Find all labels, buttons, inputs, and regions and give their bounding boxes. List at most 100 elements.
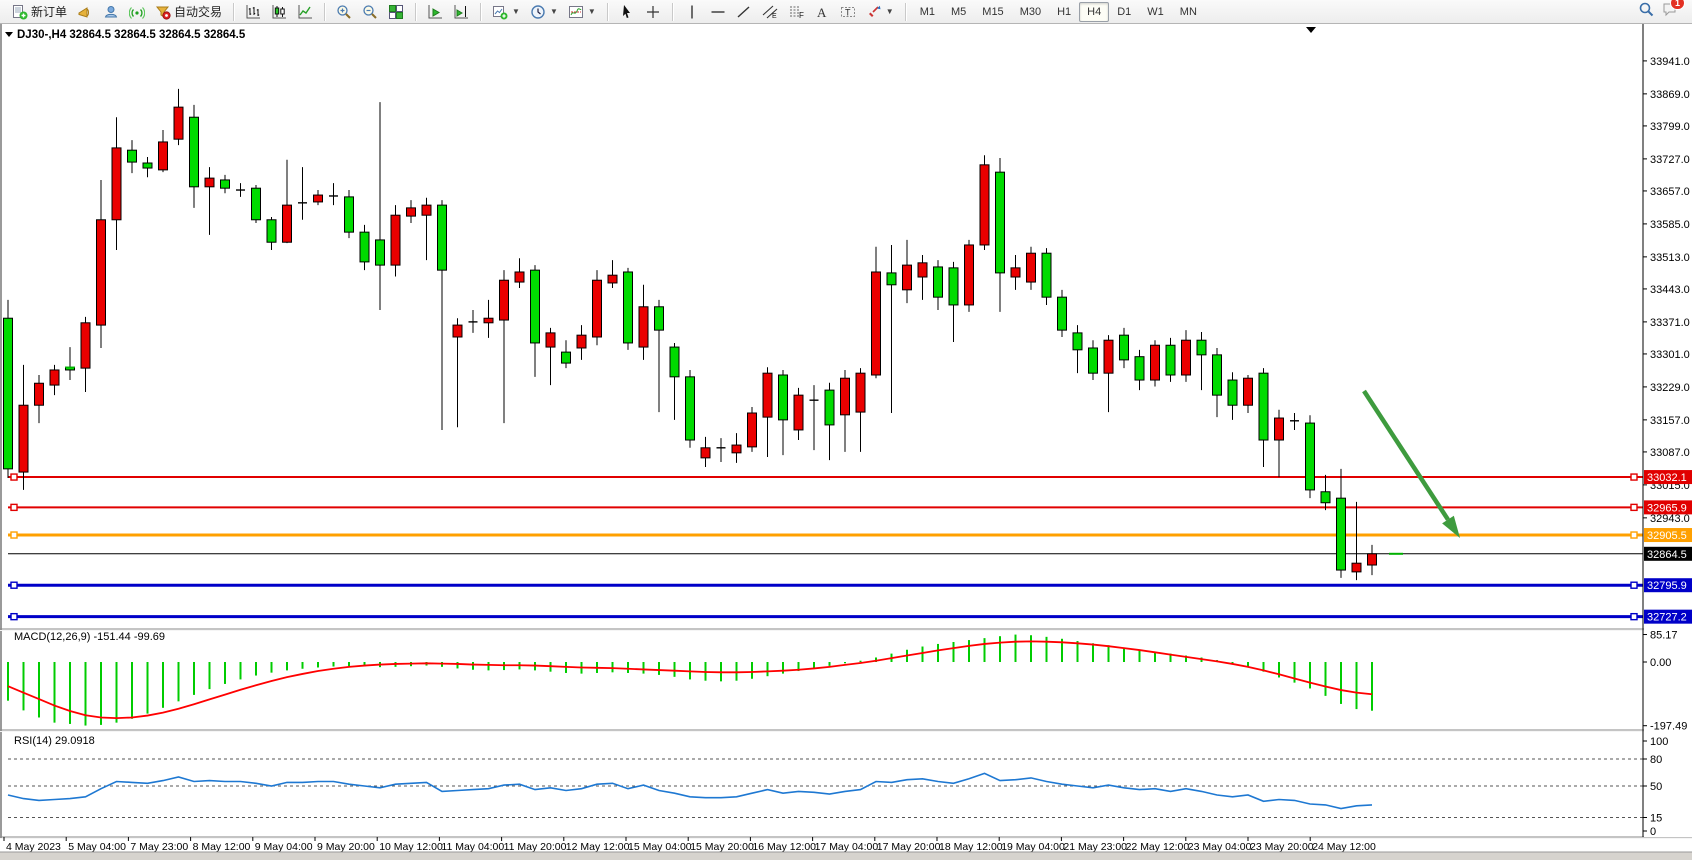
hline-handle[interactable] [1630, 581, 1638, 589]
hline-handle[interactable] [10, 612, 18, 621]
time-axis-label: 16 May 12:00 [752, 841, 816, 853]
button-label: 新订单 [31, 5, 68, 19]
template-icon [568, 4, 584, 20]
price-axis-label: 33229.0 [1650, 382, 1690, 394]
time-axis-label: 5 May 04:00 [68, 841, 126, 853]
time-axis-label: 17 May 20:00 [877, 841, 941, 853]
bar-chart-button[interactable] [240, 1, 266, 23]
chart-shift-marker[interactable] [1306, 27, 1316, 33]
notifications-button[interactable]: 1 [1662, 0, 1685, 22]
crosshair-icon [645, 4, 661, 20]
time-axis-label: 8 May 12:00 [193, 841, 251, 853]
rsi-axis-label: 0 [1650, 826, 1656, 838]
svg-text:E: E [772, 13, 777, 20]
hline-handle[interactable] [1630, 531, 1638, 539]
price-badge [1644, 546, 1692, 561]
new-chart-icon [492, 4, 508, 20]
auto-scroll-button[interactable] [422, 1, 448, 23]
time-axis-label: 18 May 12:00 [939, 841, 1003, 853]
time-axis-label: 10 May 12:00 [379, 841, 443, 853]
price-axis-label: 33869.0 [1650, 89, 1690, 101]
time-axis-label: 17 May 04:00 [815, 841, 879, 853]
rsi-line [7, 772, 1373, 810]
time-axis-label: 19 May 04:00 [1001, 841, 1065, 853]
profile-button[interactable] [98, 1, 124, 23]
timeframe-group: M1 M5 M15 M30 H1 H4 D1 W1 MN [909, 1, 1208, 23]
hline-handle[interactable] [1630, 612, 1638, 621]
hline-objects[interactable] [8, 473, 1643, 621]
profile-icon [103, 4, 119, 20]
new-chart-button[interactable]: ▼ [487, 1, 525, 23]
tf-button-M5[interactable]: M5 [951, 5, 967, 18]
hline-handle[interactable] [1630, 473, 1638, 481]
toolbar: 新订单 自动交易 ▼ ▼ ▼ E F A T ▼ M1 M5 M15 M30 H1 H4 D1 W1 MN 1 [0, 0, 1692, 24]
zoom-out-icon [362, 4, 378, 20]
trendline-button[interactable] [731, 1, 757, 23]
autotrading-button[interactable]: 自动交易 [150, 0, 227, 23]
trend-arrow-annotation[interactable] [1362, 389, 1460, 538]
toolbar-separator [415, 2, 417, 21]
tf-button-D1[interactable]: D1 [1117, 5, 1132, 18]
new-order-button[interactable]: 新订单 [7, 0, 72, 23]
tile-windows-button[interactable] [383, 1, 409, 23]
rsi-axis-label: 50 [1650, 781, 1662, 793]
price-badge [1644, 470, 1692, 485]
tf-button-MN[interactable]: MN [1179, 5, 1197, 18]
tf-button-W1[interactable]: W1 [1147, 5, 1164, 18]
horn-button[interactable] [72, 1, 98, 23]
trendline-icon [736, 4, 752, 20]
cursor-icon [619, 4, 635, 20]
symbol-dropdown-icon[interactable] [5, 32, 13, 37]
tf-button-M30[interactable]: M30 [1019, 5, 1042, 18]
hline-handle[interactable] [1630, 503, 1638, 512]
price-axis-label: 33443.0 [1650, 284, 1690, 296]
chevron-down-icon: ▼ [549, 7, 558, 16]
tf-button-H1[interactable]: H1 [1057, 5, 1072, 18]
time-axis-label: 12 May 12:00 [566, 841, 630, 853]
channel-button[interactable]: E [757, 1, 783, 23]
price-badge-label: 33032.1 [1647, 472, 1687, 484]
period-button[interactable]: ▼ [525, 1, 563, 23]
hline-handle[interactable] [10, 503, 18, 512]
template-button[interactable]: ▼ [563, 1, 601, 23]
signal-button[interactable] [124, 1, 150, 23]
zoom-in-button[interactable] [331, 1, 357, 23]
price-axis-label: 33585.0 [1650, 219, 1690, 231]
time-axis-label: 4 May 2023 [6, 841, 61, 853]
line-chart-button[interactable] [292, 1, 318, 23]
price-axis-label: 33371.0 [1650, 317, 1690, 329]
tf-button-H4[interactable]: H4 [1079, 1, 1110, 22]
macd-pane: MACD(12,26,9) -151.44 -99.69 [7, 631, 1373, 726]
hline-handle[interactable] [10, 531, 18, 539]
period-icon [530, 4, 546, 20]
chart-title: DJ30-,H4 32864.5 32864.5 32864.5 32864.5 [17, 29, 246, 41]
hline-handle[interactable] [10, 473, 18, 481]
candlestick-button[interactable] [266, 1, 292, 23]
label-button[interactable]: T [835, 1, 861, 23]
price-badge [1644, 609, 1692, 624]
zoom-out-button[interactable] [357, 1, 383, 23]
chevron-down-icon: ▼ [587, 7, 596, 16]
price-axis-label: 33513.0 [1650, 252, 1690, 264]
price-axis-label: 33301.0 [1650, 349, 1690, 361]
text-button[interactable]: A [809, 1, 835, 23]
time-axis-label: 11 May 04:00 [441, 841, 504, 853]
chart-shift-button[interactable] [448, 1, 474, 23]
fibonacci-button[interactable]: F [783, 1, 809, 23]
crosshair-button[interactable] [640, 1, 666, 23]
tf-button-M1[interactable]: M1 [919, 5, 935, 18]
chevron-down-icon: ▼ [885, 7, 894, 16]
rsi-axis-label: 15 [1650, 813, 1662, 825]
macd-axis-label: -197.49 [1650, 721, 1687, 733]
vline-button[interactable] [679, 1, 705, 23]
tf-button-M15[interactable]: M15 [982, 5, 1004, 18]
new-order-icon [12, 4, 28, 20]
shapes-button[interactable]: ▼ [861, 1, 899, 23]
macd-axis-label: 0.00 [1650, 657, 1671, 669]
hline-handle[interactable] [10, 581, 18, 589]
cursor-button[interactable] [614, 1, 640, 23]
hline-button[interactable] [705, 1, 731, 23]
price-axis[interactable]: 33941.0 33869.0 33799.0 33727.0 33657.0 33585… [1642, 24, 1692, 838]
search-icon[interactable] [1638, 1, 1654, 22]
time-axis-label: 9 May 04:00 [255, 841, 313, 853]
